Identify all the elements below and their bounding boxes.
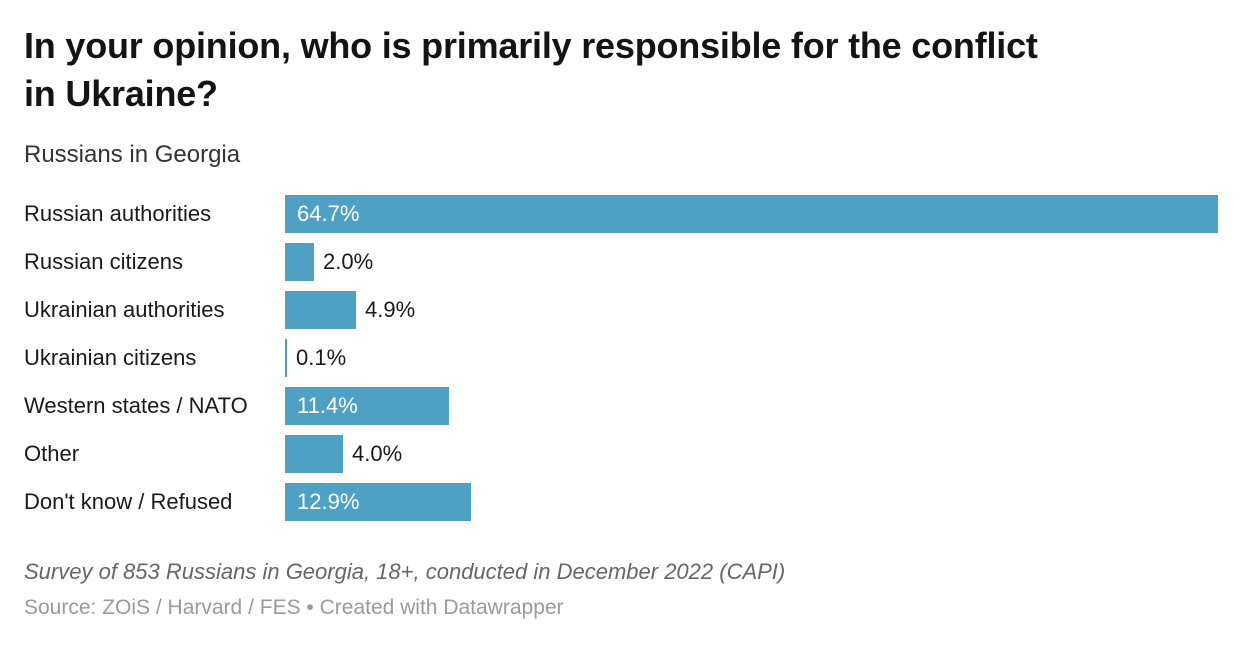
value-label: 0.1% (296, 345, 347, 370)
bar-row: Other 4.0% (24, 430, 1218, 478)
value-label: 11.4% (297, 393, 358, 418)
chart-title: In your opinion, who is primarily respon… (24, 22, 1218, 118)
bar-track: 0.1% (285, 339, 1218, 377)
bar[interactable] (285, 339, 287, 377)
chart-notes: Survey of 853 Russians in Georgia, 18+, … (24, 559, 786, 584)
category-label: Russian citizens (24, 249, 183, 274)
chart-subtitle: Russians in Georgia (24, 141, 241, 168)
bar-row: Russian authorities 64.7% (24, 190, 1218, 238)
value-label: 2.0% (323, 249, 374, 274)
bar[interactable] (285, 435, 343, 473)
bar-track: 64.7% (285, 195, 1218, 233)
bar-track: 4.9% (285, 291, 1218, 329)
category-label: Ukrainian authorities (24, 297, 225, 322)
bar-row: Russian citizens 2.0% (24, 238, 1218, 286)
value-label: 64.7% (297, 201, 360, 226)
category-label: Western states / NATO (24, 393, 248, 418)
value-label: 4.0% (352, 441, 403, 466)
value-label: 4.9% (365, 297, 416, 322)
bar-row: Ukrainian authorities 4.9% (24, 286, 1218, 334)
bar-track: 2.0% (285, 243, 1218, 281)
category-label: Ukrainian citizens (24, 345, 197, 370)
bar-track: 4.0% (285, 435, 1218, 473)
chart-title-line-1: In your opinion, who is primarily respon… (24, 25, 1038, 66)
bar-chart: Russian authorities 64.7% Russian citizens… (24, 190, 1218, 526)
bar-track: 11.4% (285, 387, 1218, 425)
bar[interactable] (285, 243, 314, 281)
value-label: 12.9% (297, 489, 360, 514)
bar-row: Western states / NATO 11.4% (24, 382, 1218, 430)
category-label: Other (24, 441, 80, 466)
bar-row: Don't know / Refused 12.9% (24, 478, 1218, 526)
bar-row: Ukrainian citizens 0.1% (24, 334, 1218, 382)
bar-track: 12.9% (285, 483, 1218, 521)
category-label: Don't know / Refused (24, 489, 233, 514)
bar[interactable]: 11.4% (285, 387, 449, 425)
chart-title-line-2: in Ukraine? (24, 73, 218, 114)
bar[interactable]: 64.7% (285, 195, 1218, 233)
chart-source: Source: ZOiS / Harvard / FES • Created w… (24, 596, 564, 619)
bar[interactable]: 12.9% (285, 483, 471, 521)
category-label: Russian authorities (24, 201, 212, 226)
bar[interactable] (285, 291, 356, 329)
